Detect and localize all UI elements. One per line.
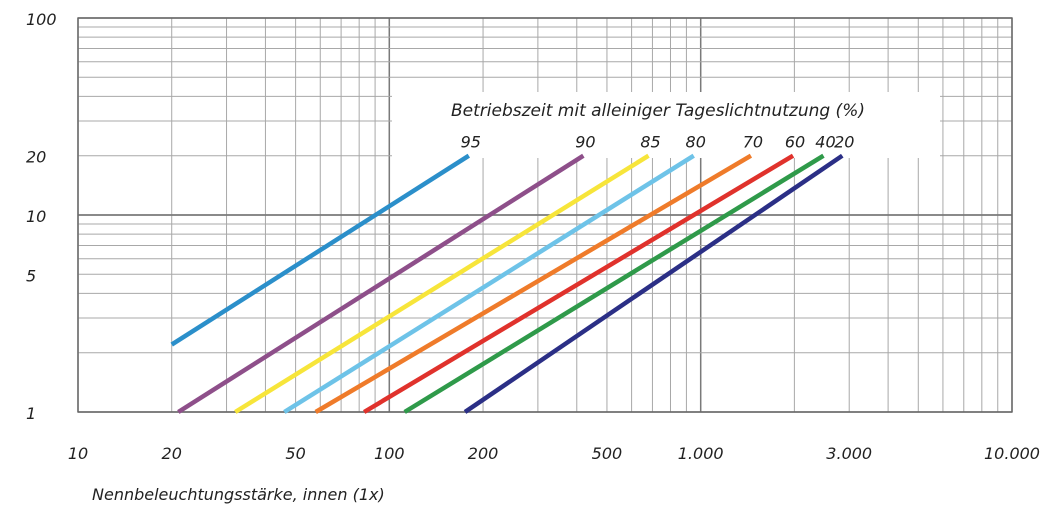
x-tick-label: 3.000 [826, 444, 872, 463]
x-tick-label: 500 [592, 444, 623, 463]
x-axis-label: Nennbeleuchtungsstärke, innen (1x) [92, 485, 385, 504]
series-line-95 [170, 153, 471, 347]
y-tick-label: 20 [26, 148, 46, 167]
series-label-95: 95 [461, 133, 481, 152]
series-line-85 [234, 153, 650, 414]
y-tick-label: 5 [26, 266, 36, 285]
series-line-20 [463, 153, 844, 414]
x-tick-label: 1.000 [678, 444, 724, 463]
y-tick-label: 100 [26, 10, 57, 29]
series-label-85: 85 [640, 133, 660, 152]
series-line-70 [314, 153, 753, 414]
series-line-80 [283, 153, 695, 414]
series-label-60: 60 [785, 133, 805, 152]
y-tick-label: 1 [26, 404, 36, 423]
legend-title: Betriebszeit mit alleiniger Tageslichtnu… [451, 101, 865, 121]
series-label-70: 70 [743, 133, 763, 152]
x-tick-label: 10 [68, 444, 88, 463]
x-tick-label: 10.000 [984, 444, 1040, 463]
x-tick-labels: 10 20 50 100 200 500 1.000 3.000 10.000 [68, 444, 1040, 463]
x-tick-label: 200 [468, 444, 499, 463]
x-tick-label: 100 [374, 444, 405, 463]
legend-box [392, 92, 940, 158]
y-tick-label: 10 [26, 207, 46, 226]
series-label-80: 80 [686, 133, 706, 152]
y-tick-labels: 1 5 10 20 100 [26, 10, 57, 423]
series-line-60 [362, 153, 795, 414]
series-label-90: 90 [575, 133, 595, 152]
series-label-20: 20 [834, 133, 854, 152]
series-label-40: 40 [815, 133, 835, 152]
grid [77, 17, 1013, 413]
series-line-40 [403, 153, 825, 414]
x-tick-label: 20 [162, 444, 182, 463]
series-line-90 [177, 153, 585, 414]
x-tick-label: 50 [285, 444, 305, 463]
plot-frame [77, 17, 1013, 413]
series-lines [170, 153, 844, 414]
